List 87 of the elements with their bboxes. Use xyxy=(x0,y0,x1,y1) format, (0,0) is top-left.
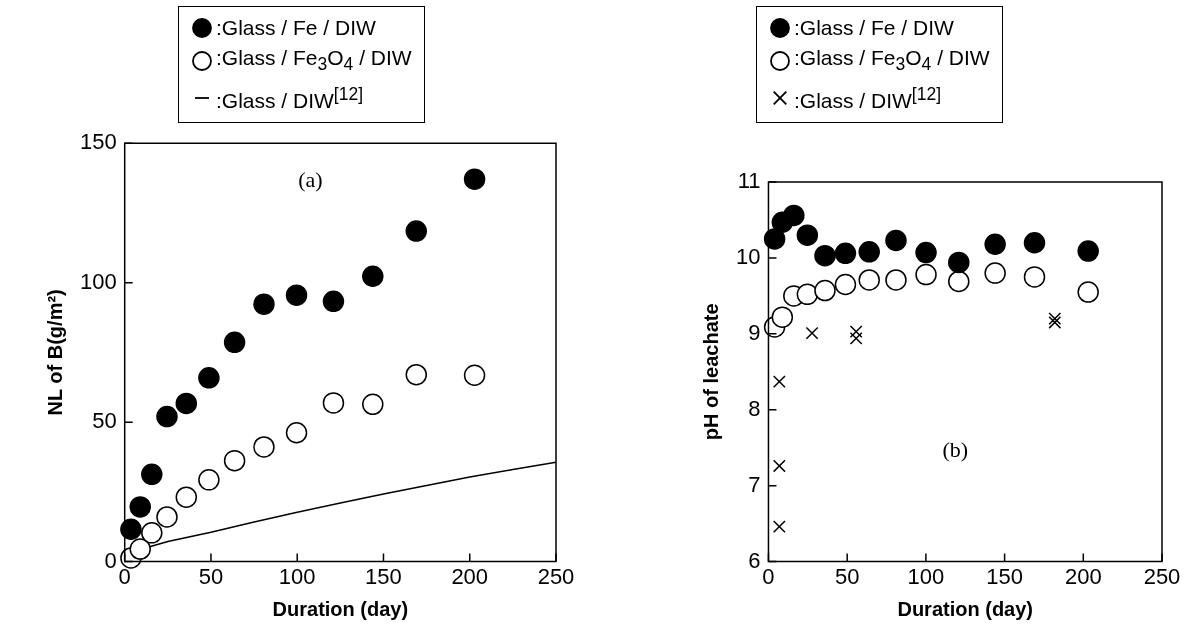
x-tick-label: 50 xyxy=(834,563,860,589)
point xyxy=(834,273,857,296)
point xyxy=(772,520,786,534)
x-tick-label: 100 xyxy=(907,563,945,589)
y-axis-title: NL of B(g/m²) xyxy=(43,289,66,416)
point xyxy=(885,269,907,291)
legend-label: :Glass / Fe / DIW xyxy=(794,15,954,41)
point xyxy=(814,244,836,267)
point xyxy=(285,421,308,444)
point xyxy=(223,331,246,354)
point xyxy=(223,449,246,472)
point xyxy=(1023,231,1046,254)
point xyxy=(1077,281,1099,303)
point xyxy=(129,538,151,560)
point xyxy=(814,279,836,302)
legend-label: :Glass / Fe$_{3}$O$_{4}$ / DIW xyxy=(794,45,990,77)
y-tick-label: 10 xyxy=(735,243,761,269)
legend-label: :Glass / Fe$_{3}$O$_{4}$ / DIW xyxy=(216,45,412,77)
point xyxy=(984,233,1006,255)
point xyxy=(285,284,308,306)
point xyxy=(984,262,1006,284)
legend-label: :Glass / DIW$^{[12]}$ xyxy=(794,83,942,115)
point xyxy=(141,522,163,544)
point xyxy=(175,392,198,415)
point xyxy=(141,463,163,486)
point xyxy=(405,363,428,386)
point xyxy=(322,392,345,414)
y-tick-label: 6 xyxy=(748,547,761,573)
x-tick-label: 100 xyxy=(278,563,316,589)
point xyxy=(322,290,345,313)
point xyxy=(175,486,198,508)
point xyxy=(834,242,857,265)
x-tick-label: 150 xyxy=(365,563,402,589)
point xyxy=(772,375,786,389)
point xyxy=(849,325,863,338)
point xyxy=(948,270,970,293)
point xyxy=(805,326,819,340)
point xyxy=(156,405,178,428)
point xyxy=(783,204,805,227)
annotation: (b) xyxy=(942,437,969,463)
x-tick-label: 250 xyxy=(537,563,575,589)
point xyxy=(362,265,384,287)
point xyxy=(156,506,178,528)
point xyxy=(1077,240,1099,262)
point xyxy=(1023,266,1046,288)
x-tick-label: 150 xyxy=(986,563,1023,589)
point xyxy=(915,241,937,264)
point xyxy=(253,436,275,458)
point xyxy=(948,251,970,274)
point xyxy=(1048,316,1062,329)
point xyxy=(796,283,819,306)
y-tick-label: 0 xyxy=(104,547,117,573)
y-tick-label: 11 xyxy=(737,168,761,194)
point xyxy=(405,220,428,242)
y-axis-title: pH of leachate xyxy=(699,303,722,441)
point xyxy=(362,393,384,416)
point xyxy=(1048,312,1062,326)
y-tick-label: 150 xyxy=(79,129,117,155)
y-tick-label: 100 xyxy=(79,268,117,294)
point xyxy=(771,306,794,328)
y-tick-label: 50 xyxy=(92,408,117,434)
legend-label: :Glass / Fe / DIW xyxy=(216,15,376,41)
point xyxy=(198,367,220,389)
point xyxy=(858,241,880,263)
point xyxy=(858,269,880,291)
y-tick-label: 9 xyxy=(748,319,761,345)
annotation: (a) xyxy=(298,166,323,192)
legend-label: :Glass / DIW$^{[12]}$ xyxy=(216,83,364,115)
point xyxy=(129,496,151,518)
x-axis-title: Duration (day) xyxy=(897,597,1034,620)
point xyxy=(463,168,486,190)
point xyxy=(463,364,486,387)
point xyxy=(772,459,786,473)
x-tick-label: 250 xyxy=(1143,563,1181,589)
y-tick-label: 7 xyxy=(748,471,761,497)
point xyxy=(885,229,907,252)
x-axis-title: Duration (day) xyxy=(272,597,409,620)
point xyxy=(120,518,142,540)
x-tick-label: 200 xyxy=(1064,563,1102,589)
point xyxy=(198,469,220,491)
y-tick-label: 8 xyxy=(748,395,761,421)
x-tick-label: 200 xyxy=(451,563,489,589)
point xyxy=(915,263,937,286)
point xyxy=(253,293,275,315)
point xyxy=(796,224,819,246)
x-tick-label: 50 xyxy=(198,563,224,589)
point xyxy=(849,331,863,345)
